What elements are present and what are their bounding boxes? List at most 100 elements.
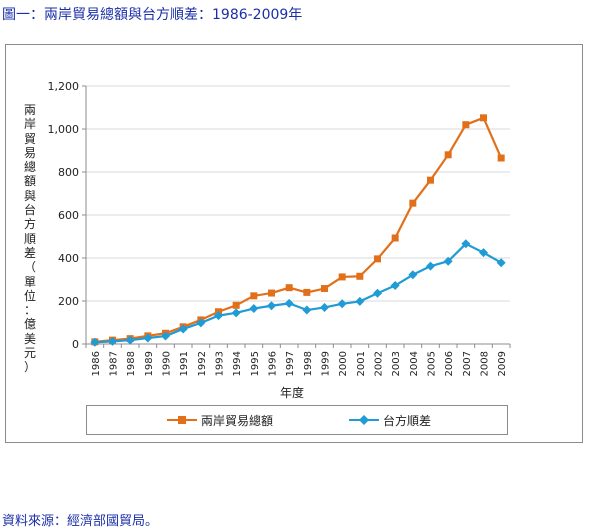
series-total [91, 114, 505, 346]
x-tick-label: 1995 [250, 351, 261, 376]
data-point [108, 336, 117, 346]
x-tick-label: 1986 [91, 351, 102, 376]
data-point [391, 234, 399, 242]
data-point [337, 299, 347, 309]
x-tick-label: 2005 [427, 351, 438, 376]
legend-item-total: 兩岸貿易總額 [167, 411, 273, 429]
x-tick-label: 2000 [338, 351, 349, 376]
data-point [268, 289, 275, 297]
data-point [214, 311, 223, 321]
data-point [143, 333, 153, 343]
x-tick-label: 1994 [232, 351, 243, 376]
data-point [427, 176, 434, 184]
x-tick-label: 2003 [391, 351, 402, 376]
data-point [355, 296, 365, 306]
data-point [302, 305, 312, 315]
data-point [461, 239, 471, 249]
legend-swatch-surplus [349, 415, 379, 425]
data-point [285, 284, 293, 292]
series-surplus [90, 239, 506, 347]
y-axis-label-char: ） [23, 360, 36, 375]
y-axis-label-char: 單 [23, 274, 36, 289]
x-tick-label: 1999 [321, 351, 332, 376]
y-tick-label: 1,000 [48, 123, 80, 136]
data-point [480, 114, 487, 122]
axes [82, 85, 511, 348]
data-point [390, 281, 400, 291]
data-point [321, 285, 328, 293]
data-point [284, 298, 294, 308]
x-axis-label: 年度 [280, 385, 304, 400]
data-point [497, 154, 505, 162]
y-axis-label: 兩岸貿易總額與台方順差（單位：億美元） [22, 103, 38, 375]
data-point [231, 308, 241, 318]
data-point [161, 331, 170, 341]
legend-swatch-total [167, 416, 197, 424]
y-axis-label-char: ： [23, 303, 36, 318]
y-tick-label: 200 [58, 295, 79, 308]
y-axis-label-char: 兩 [23, 103, 36, 117]
data-source-note: 資料來源：經濟部國貿局。 [2, 514, 159, 529]
data-point [90, 337, 100, 347]
y-axis-label-char: 億 [23, 317, 36, 332]
data-point [125, 335, 135, 345]
data-point [250, 292, 258, 300]
data-point [338, 273, 346, 281]
series-line [94, 242, 502, 344]
y-axis-label-char: 貿 [23, 131, 36, 146]
x-tick-label: 2008 [480, 351, 491, 376]
series-line [94, 116, 503, 343]
y-axis-label-char: 與 [23, 188, 36, 203]
x-tick-label: 1996 [268, 351, 279, 376]
y-axis-label-char: 岸 [23, 117, 36, 132]
data-point [409, 199, 417, 207]
series-layer [90, 114, 506, 347]
y-axis-label-char: 順 [23, 231, 36, 246]
data-point [196, 318, 206, 328]
data-point [267, 301, 276, 311]
data-point [408, 270, 418, 280]
x-tick-label: 2004 [409, 351, 420, 376]
x-tick-label: 1993 [215, 351, 226, 376]
data-point [444, 151, 452, 159]
y-axis-label-char: 易 [23, 145, 36, 160]
x-tick-label: 2002 [374, 351, 385, 376]
x-tick-label: 2006 [444, 351, 455, 376]
y-tick-labels: 0 200 400 600 800 1,000 1,200 [48, 80, 80, 351]
data-point [249, 304, 259, 314]
x-tick-label: 1987 [109, 351, 120, 376]
data-point [374, 255, 381, 263]
y-axis-label-char: （ [23, 260, 36, 275]
legend: 兩岸貿易總額 台方順差 [86, 405, 508, 435]
data-point [356, 272, 364, 280]
y-axis-label-char: 額 [23, 174, 36, 189]
x-tick-label: 1991 [179, 351, 190, 376]
y-tick-label: 400 [58, 252, 79, 265]
y-axis-label-char: 總 [23, 160, 36, 175]
y-axis-label-char: 位 [23, 288, 36, 303]
legend-label-surplus: 台方順差 [383, 413, 432, 428]
data-point [479, 248, 488, 258]
data-point [426, 261, 435, 271]
x-tick-label: 1998 [303, 351, 314, 376]
data-point [443, 256, 453, 266]
y-axis-label-char: 美 [23, 331, 36, 346]
data-point [178, 324, 188, 334]
x-tick-label: 2001 [356, 351, 367, 376]
data-point [462, 121, 470, 129]
gridlines [86, 85, 510, 302]
y-axis-label-char: 元 [23, 346, 36, 361]
data-point [303, 288, 311, 296]
y-tick-label: 600 [58, 209, 79, 222]
data-point [320, 302, 329, 312]
x-tick-label: 1990 [162, 351, 173, 376]
x-tick-label: 1992 [197, 351, 208, 376]
legend-label-total: 兩岸貿易總額 [201, 413, 274, 428]
y-axis-label-char: 台 [23, 203, 36, 218]
y-tick-label: 1,200 [48, 80, 80, 93]
x-tick-label: 1988 [126, 351, 137, 376]
data-point [232, 301, 240, 309]
y-axis-label-char: 方 [23, 217, 36, 232]
y-tick-label: 800 [58, 166, 79, 179]
